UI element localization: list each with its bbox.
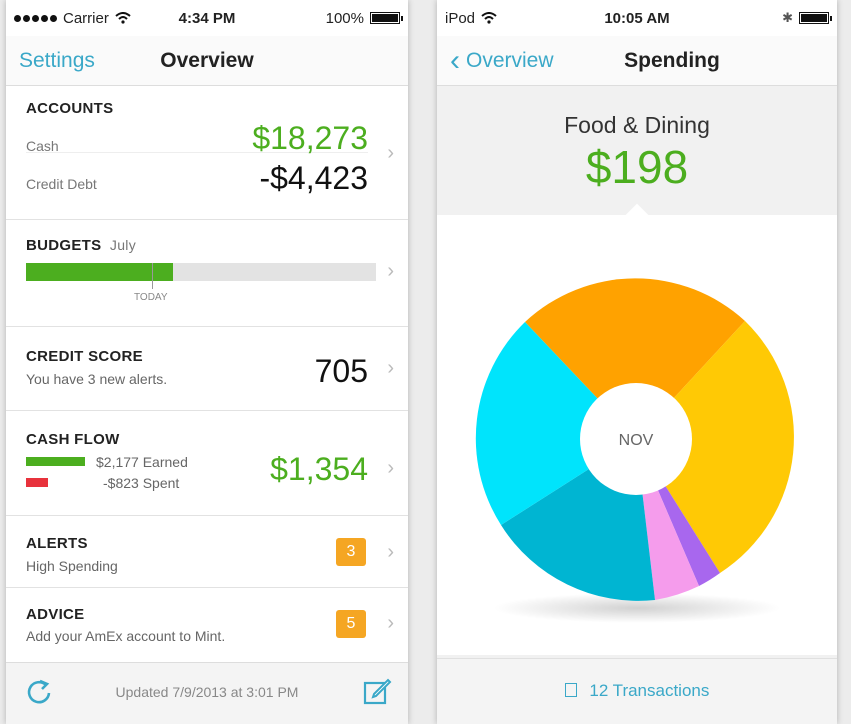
advice-sub: Add your AmEx account to Mint. bbox=[26, 628, 226, 644]
today-label: TODAY bbox=[134, 292, 168, 303]
wifi-icon bbox=[115, 12, 131, 24]
note-icon bbox=[564, 683, 577, 697]
bottom-toolbar: Updated 7/9/2013 at 3:01 PM bbox=[6, 662, 408, 724]
credit-debt-value: -$4,423 bbox=[259, 160, 368, 196]
budgets-row[interactable]: BUDGETS July TODAY › bbox=[6, 220, 408, 327]
category-amount: $198 bbox=[585, 141, 689, 193]
accounts-title: ACCOUNTS bbox=[26, 100, 114, 117]
chevron-left-icon: ‹ bbox=[450, 43, 460, 77]
battery-icon bbox=[370, 12, 403, 24]
alerts-row[interactable]: ALERTS High Spending 3 › bbox=[6, 516, 408, 588]
battery-icon bbox=[799, 12, 832, 24]
category-name: Food & Dining bbox=[564, 112, 710, 138]
cash-flow-title: CASH FLOW bbox=[26, 431, 120, 448]
spent-label: -$823 Spent bbox=[103, 475, 180, 491]
cash-label: Cash bbox=[26, 138, 59, 154]
wifi-icon bbox=[481, 12, 497, 24]
signal-icon bbox=[14, 14, 57, 22]
credit-score-title: CREDIT SCORE bbox=[26, 348, 143, 365]
chevron-right-icon: › bbox=[387, 457, 394, 479]
compose-icon[interactable] bbox=[362, 677, 392, 707]
device-label: iPod bbox=[445, 9, 476, 27]
spending-pie-panel: NOV bbox=[437, 203, 837, 655]
spending-screen: iPod 10:05 AM ✱ ‹ Overview Spending Food… bbox=[437, 0, 837, 724]
advice-row[interactable]: ADVICE Add your AmEx account to Mint. 5 … bbox=[6, 588, 408, 660]
chevron-right-icon: › bbox=[387, 541, 394, 563]
advice-badge: 5 bbox=[336, 610, 366, 638]
page-title: Spending bbox=[624, 48, 720, 72]
transactions-link[interactable]: 12 Transactions bbox=[437, 681, 837, 701]
spending-pie-chart[interactable]: NOV bbox=[437, 215, 837, 655]
chevron-right-icon: › bbox=[387, 357, 394, 379]
alerts-title: ALERTS bbox=[26, 535, 88, 552]
status-bar: Carrier 4:34 PM 100% bbox=[6, 0, 408, 36]
status-bar: iPod 10:05 AM ✱ bbox=[437, 0, 837, 36]
credit-score-row[interactable]: CREDIT SCORE You have 3 new alerts. 705 … bbox=[6, 327, 408, 411]
pie-slice-cyan[interactable] bbox=[475, 322, 636, 525]
pie-slice-orange[interactable] bbox=[525, 278, 745, 439]
budgets-title: BUDGETS July bbox=[26, 237, 137, 254]
nav-bar: ‹ Overview Spending bbox=[437, 36, 837, 86]
cash-flow-row[interactable]: CASH FLOW $2,177 Earned -$823 Spent $1,3… bbox=[6, 411, 408, 516]
pie-center-hole bbox=[580, 383, 692, 495]
updated-label: Updated 7/9/2013 at 3:01 PM bbox=[115, 684, 299, 700]
refresh-icon[interactable] bbox=[24, 677, 54, 707]
earned-bar bbox=[26, 457, 85, 466]
earned-label: $2,177 Earned bbox=[96, 454, 188, 470]
advice-title: ADVICE bbox=[26, 606, 85, 623]
cash-value: $18,273 bbox=[252, 120, 368, 156]
alerts-badge: 3 bbox=[336, 538, 366, 566]
credit-score-sub: You have 3 new alerts. bbox=[26, 371, 168, 387]
status-time: 10:05 AM bbox=[604, 9, 670, 27]
chevron-right-icon: › bbox=[387, 612, 394, 634]
pie-slice-yellow[interactable] bbox=[636, 321, 794, 573]
overview-screen: Carrier 4:34 PM 100% Settings Overview A… bbox=[6, 0, 408, 724]
status-time: 4:34 PM bbox=[178, 9, 236, 27]
budget-progress-bar bbox=[26, 263, 376, 281]
cash-flow-value: $1,354 bbox=[270, 451, 368, 487]
spent-bar bbox=[26, 478, 48, 487]
nav-bar: Settings Overview bbox=[6, 36, 408, 86]
today-marker bbox=[152, 263, 153, 289]
bottom-toolbar: 12 Transactions bbox=[437, 658, 837, 724]
chevron-right-icon: › bbox=[387, 142, 394, 164]
alerts-sub: High Spending bbox=[26, 558, 118, 574]
settings-button[interactable]: Settings bbox=[19, 48, 95, 72]
budgets-month: July bbox=[109, 237, 137, 253]
credit-debt-label: Credit Debt bbox=[26, 176, 97, 192]
battery-percent: 100% bbox=[325, 9, 364, 27]
accounts-row[interactable]: ACCOUNTS Cash $18,273 Credit Debt -$4,42… bbox=[6, 86, 408, 220]
overview-back-button[interactable]: ‹ Overview bbox=[450, 43, 554, 77]
pie-center-label: NOV bbox=[619, 432, 654, 449]
credit-score-value: 705 bbox=[314, 353, 368, 389]
chevron-right-icon: › bbox=[387, 260, 394, 282]
carrier-label: Carrier bbox=[63, 9, 109, 27]
bluetooth-icon: ✱ bbox=[782, 10, 793, 25]
